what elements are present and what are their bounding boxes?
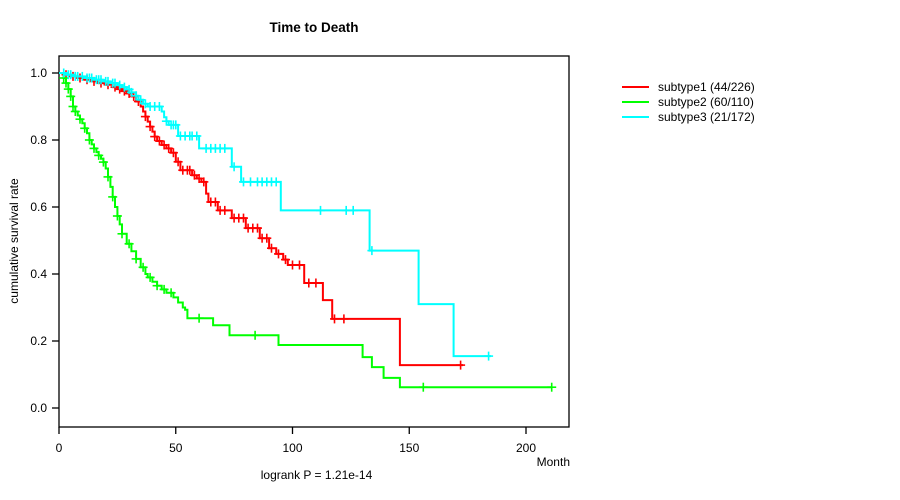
y-axis-tick-label: 0.8 xyxy=(30,133,47,147)
legend-item-subtype1: subtype1 (44/226) xyxy=(622,79,755,94)
censor-marks-subtype2 xyxy=(59,73,557,392)
legend-line-subtype3 xyxy=(622,115,649,118)
curve-subtype3 xyxy=(59,72,491,358)
x-axis-label: Month xyxy=(536,455,570,469)
y-axis-tick-label: 1.0 xyxy=(30,66,47,80)
censor-marks-subtype3 xyxy=(59,68,494,361)
curve-subtype2 xyxy=(59,72,552,389)
censor-marks-subtype1 xyxy=(61,70,466,370)
y-axis-tick-label: 0.0 xyxy=(30,401,47,415)
legend-line-subtype1 xyxy=(622,85,649,88)
legend-label-subtype1: subtype1 (44/226) xyxy=(658,79,755,94)
x-axis-tick-label: 100 xyxy=(282,441,302,455)
legend: subtype1 (44/226) subtype2 (60/110) subt… xyxy=(622,79,755,124)
legend-label-subtype2: subtype2 (60/110) xyxy=(658,94,754,109)
y-axis-label: cumulative survival rate xyxy=(7,178,21,304)
y-axis-tick-label: 0.2 xyxy=(30,334,47,348)
x-axis-tick-label: 0 xyxy=(56,441,63,455)
legend-line-subtype2 xyxy=(622,100,649,103)
plot-border xyxy=(58,55,570,428)
chart-title: Time to Death xyxy=(269,20,359,35)
legend-item-subtype2: subtype2 (60/110) xyxy=(622,94,755,109)
y-axis-tick-label: 0.6 xyxy=(30,200,47,214)
x-axis-tick-label: 50 xyxy=(169,441,183,455)
y-axis-tick-label: 0.4 xyxy=(30,267,47,281)
x-axis-tick-label: 200 xyxy=(516,441,536,455)
legend-item-subtype3: subtype3 (21/172) xyxy=(622,109,755,124)
x-axis-tick-label: 150 xyxy=(399,441,419,455)
legend-label-subtype3: subtype3 (21/172) xyxy=(658,109,755,124)
logrank-pvalue-text: logrank P = 1.21e-14 xyxy=(260,468,373,482)
